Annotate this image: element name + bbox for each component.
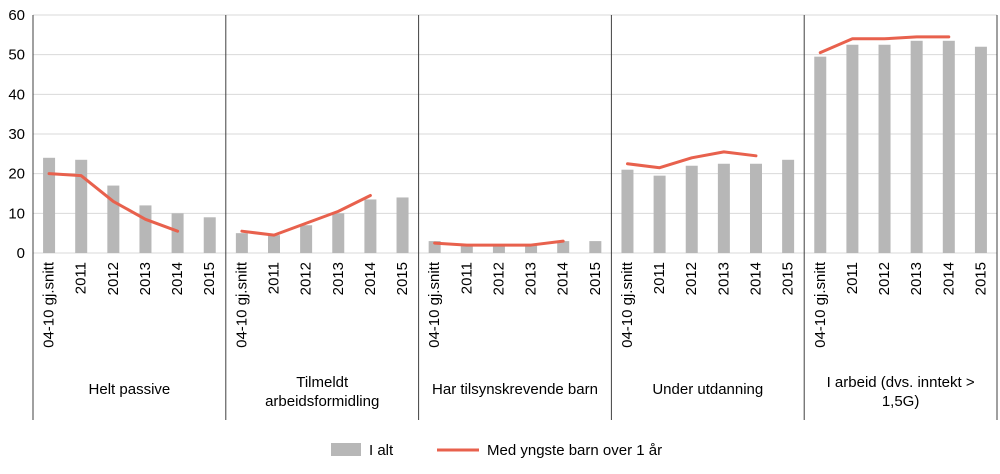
bar: [492, 245, 505, 253]
x-tick-label: 2011: [844, 262, 861, 294]
x-tick-label: 2011: [458, 262, 475, 294]
bar: [910, 40, 923, 254]
group-label: arbeidsformidling: [265, 393, 379, 410]
x-tick-label: 2011: [651, 262, 668, 294]
x-tick-label: 04-10 gj.snitt: [41, 261, 58, 348]
x-tick-label: 2012: [105, 262, 122, 295]
y-tick-label: 30: [8, 126, 25, 143]
x-tick-label: 2014: [169, 262, 186, 295]
bar: [621, 169, 634, 253]
bar: [364, 199, 377, 253]
x-tick-label: 2015: [972, 262, 989, 295]
x-tick-label: 2015: [394, 262, 411, 295]
line-series: [433, 239, 565, 247]
bar: [685, 165, 698, 253]
bar: [750, 163, 762, 253]
x-tick-label: 2011: [73, 262, 90, 294]
bar: [589, 241, 602, 253]
bar: [942, 40, 955, 254]
bar: [43, 157, 56, 253]
bar: [268, 235, 280, 253]
x-tick-label: 2014: [555, 262, 572, 295]
group-label: I arbeid (dvs. inntekt >: [827, 374, 975, 391]
line-series: [818, 35, 951, 55]
bar: [107, 185, 120, 253]
bar: [203, 217, 216, 253]
bar: [557, 241, 570, 253]
legend: I alt Med yngste barn over 1 år: [331, 442, 662, 459]
x-tick-label: 04-10 gj.snitt: [426, 261, 443, 348]
x-tick-label: 2013: [908, 262, 925, 295]
bar: [139, 205, 152, 253]
group-label: Under utdanning: [652, 381, 763, 398]
line-series: [240, 193, 372, 237]
legend-bar-label: I alt: [369, 442, 394, 459]
group-label: Har tilsynskrevende barn: [432, 381, 598, 398]
plot-area: 0 10 20 30 40 50 60 04-10 gj.snitt 2011 2012 2013 2…: [8, 7, 998, 420]
x-tick-label: 2012: [298, 262, 315, 295]
bar: [782, 159, 795, 253]
bar: [300, 225, 313, 253]
y-tick-label: 10: [8, 205, 25, 222]
x-tick-label: 2013: [330, 262, 347, 295]
bar: [525, 245, 538, 253]
bar: [460, 245, 473, 253]
bar: [171, 213, 184, 253]
x-tick-label: 2013: [715, 262, 732, 295]
x-tick-label: 2012: [683, 262, 700, 295]
y-tick-label: 20: [8, 166, 25, 183]
y-tick-label: 50: [8, 47, 25, 64]
x-tick-label: 04-10 gj.snitt: [619, 261, 636, 348]
x-tick-label: 2013: [137, 262, 154, 295]
bar: [396, 197, 409, 253]
x-tick-label: 2015: [201, 262, 218, 295]
x-tick-label: 2013: [523, 262, 540, 295]
x-tick-label: 2014: [362, 262, 379, 295]
x-tick-label: 2012: [490, 262, 507, 295]
bar: [814, 56, 827, 254]
group-label: Tilmeldt: [296, 374, 349, 391]
bar: [428, 241, 441, 253]
y-tick-label: 60: [8, 7, 25, 24]
group-label: 1,5G): [882, 393, 920, 410]
y-tick-label: 0: [17, 245, 25, 262]
bar: [846, 44, 859, 253]
legend-line-label: Med yngste barn over 1 år: [487, 442, 662, 459]
y-tick-label: 40: [8, 86, 25, 103]
bar: [332, 213, 345, 253]
x-tick-label: 2012: [876, 262, 893, 295]
bar: [75, 159, 88, 253]
bar: [717, 163, 730, 253]
x-tick-label: 04-10 gj.snitt: [812, 261, 829, 348]
bar: [235, 233, 248, 253]
x-tick-label: 2011: [266, 262, 283, 294]
bar: [878, 44, 891, 253]
x-tick-label: 2014: [748, 262, 765, 295]
line-series: [47, 172, 180, 233]
bar: [974, 46, 987, 253]
legend-bar-swatch: [331, 443, 361, 456]
group-label: Helt passive: [89, 381, 171, 398]
x-tick-label: 2015: [587, 262, 604, 295]
bar: [653, 175, 666, 253]
x-tick-label: 2014: [940, 262, 957, 295]
line-series: [625, 150, 758, 170]
x-tick-label: 2015: [780, 262, 797, 295]
x-tick-label: 04-10 gj.snitt: [233, 261, 250, 348]
